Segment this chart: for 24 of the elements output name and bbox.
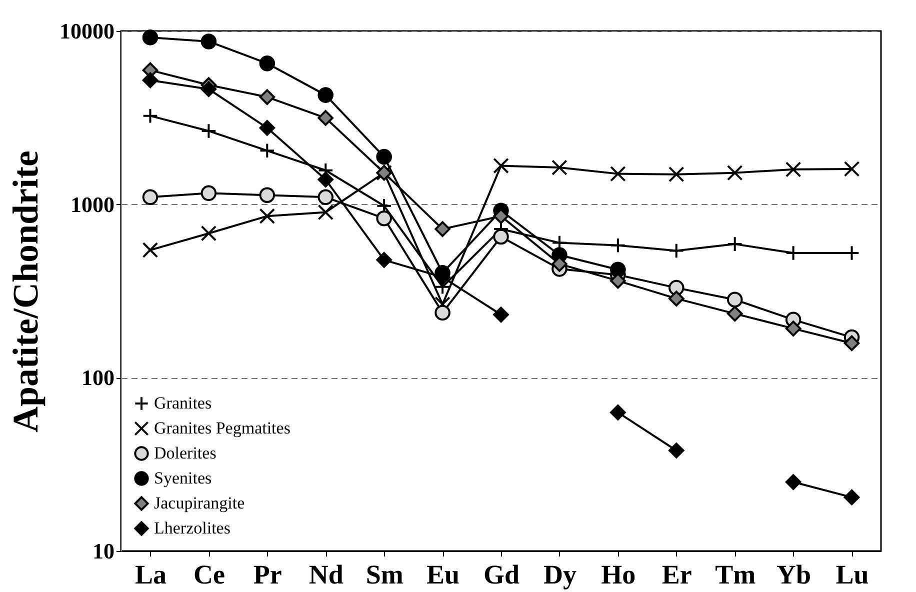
y-axis-title: Apatite/Chondrite	[6, 150, 46, 432]
y-tick-label: 1000	[70, 192, 114, 217]
x-tick-label: Sm	[366, 560, 404, 590]
x-tick-label: Lu	[836, 560, 869, 590]
legend-label: Dolerites	[154, 444, 216, 462]
y-tick-label: 10000	[60, 18, 114, 44]
x-tick-label: Pr	[253, 560, 282, 590]
x-tick-label: Eu	[426, 560, 460, 590]
legend-label: Lherzolites	[154, 518, 230, 538]
legend-label: Granites Pegmatites	[154, 418, 290, 438]
x-tick-label: La	[134, 560, 167, 590]
legend-label: Granites	[154, 394, 212, 412]
x-tick-label: Ce	[193, 560, 225, 590]
x-tick-label: Er	[662, 560, 692, 590]
x-tick-label: Yb	[776, 560, 812, 590]
x-tick-label: Ho	[601, 560, 636, 590]
x-tick-label: Tm	[715, 560, 756, 590]
x-tick-label: Gd	[483, 560, 520, 590]
y-tick-label: 100	[82, 365, 114, 390]
legend-label: Jacupirangite	[154, 494, 245, 512]
legend-label: Syenites	[154, 468, 212, 488]
x-tick-label: Dy	[543, 560, 577, 590]
x-tick-label: Nd	[308, 560, 344, 590]
y-tick-label: 10	[92, 538, 114, 564]
